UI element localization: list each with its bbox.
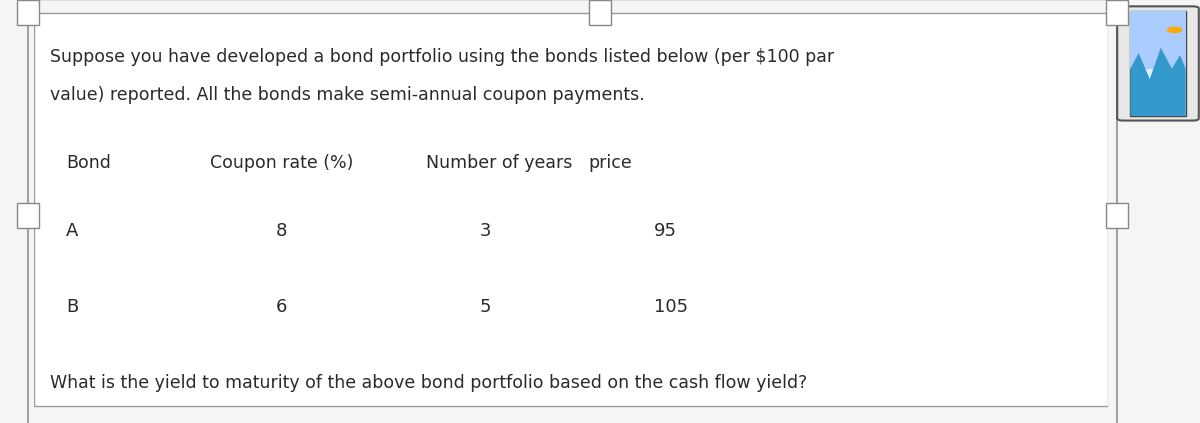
Circle shape	[1168, 27, 1182, 33]
Text: B: B	[66, 298, 78, 316]
Text: Coupon rate (%): Coupon rate (%)	[210, 154, 353, 172]
Bar	[34, 13, 1108, 406]
Text: value) reported. All the bonds make semi-annual coupon payments.: value) reported. All the bonds make semi…	[50, 86, 646, 104]
Bar	[18, 0, 38, 25]
Text: 5: 5	[480, 298, 492, 316]
Text: Bond: Bond	[66, 154, 110, 172]
Text: 6: 6	[276, 298, 287, 316]
Bar	[1106, 0, 1128, 25]
Text: price: price	[588, 154, 631, 172]
Text: 8: 8	[276, 222, 287, 239]
Text: 3: 3	[480, 222, 492, 239]
Bar	[1130, 11, 1186, 69]
Text: Suppose you have developed a bond portfolio using the bonds listed below (per $1: Suppose you have developed a bond portfo…	[50, 48, 834, 66]
Text: 105: 105	[654, 298, 688, 316]
Bar	[1106, 203, 1128, 228]
FancyBboxPatch shape	[1117, 6, 1199, 121]
Text: What is the yield to maturity of the above bond portfolio based on the cash flow: What is the yield to maturity of the abo…	[50, 374, 808, 392]
Bar	[0, 0, 34, 423]
Text: A: A	[66, 222, 78, 239]
Text: 95: 95	[654, 222, 677, 239]
Polygon shape	[1130, 48, 1186, 116]
Bar	[1108, 0, 1200, 423]
Bar	[18, 203, 38, 228]
Bar	[589, 0, 611, 25]
Text: Number of years: Number of years	[426, 154, 572, 172]
Bar	[1130, 11, 1186, 116]
